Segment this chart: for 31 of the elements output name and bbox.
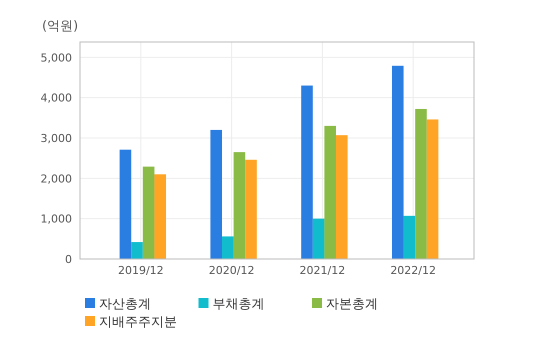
- y-tick-label: 5,000: [40, 51, 72, 64]
- bar: [234, 152, 246, 259]
- y-tick-label: 3,000: [40, 132, 72, 145]
- y-axis-title: (억원): [42, 19, 78, 34]
- bar: [245, 160, 257, 259]
- bar: [324, 126, 336, 259]
- bar: [415, 108, 427, 259]
- bar: [222, 236, 234, 259]
- bar: [154, 174, 166, 259]
- legend-label: 자본총계: [326, 297, 378, 312]
- x-tick-label: 2019/12: [118, 264, 164, 277]
- y-tick-label: 2,000: [40, 172, 72, 186]
- bar: [336, 135, 348, 259]
- legend-label: 부채총계: [212, 297, 264, 312]
- x-tick-label: 2021/12: [300, 264, 346, 277]
- x-tick-label: 2020/12: [208, 264, 254, 277]
- bar: [392, 66, 404, 259]
- legend-label: 지배주주지분: [99, 315, 177, 330]
- bar: [404, 216, 416, 259]
- bar: [131, 242, 143, 259]
- y-tick-label: 4,000: [40, 92, 72, 105]
- bar: [312, 218, 324, 259]
- y-tick-label: 1,000: [40, 212, 72, 226]
- bar: [301, 86, 313, 259]
- bar: [210, 130, 222, 259]
- bar: [426, 119, 438, 259]
- y-tick-label: 0: [65, 253, 72, 266]
- legend-label: 자산총계: [99, 297, 151, 312]
- bar: [142, 166, 154, 259]
- bar: [120, 150, 132, 259]
- x-tick-label: 2022/12: [390, 264, 436, 277]
